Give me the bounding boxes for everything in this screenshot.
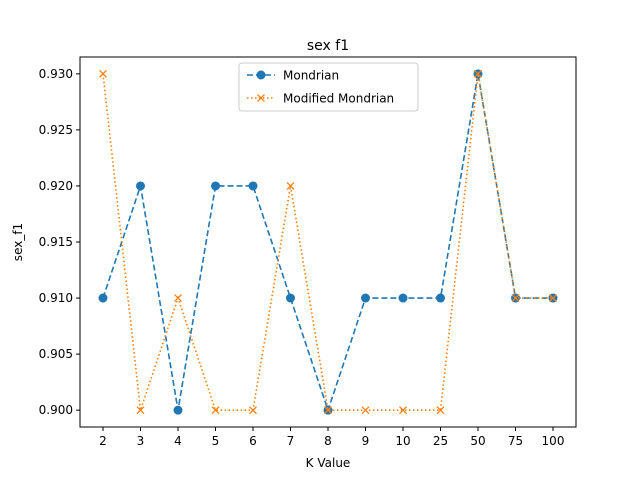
y-axis-label: sex_f1 xyxy=(11,223,25,261)
series-modified-mondrian xyxy=(99,69,557,415)
x-tick-label: 8 xyxy=(324,434,332,448)
x-tick-label: 7 xyxy=(287,434,295,448)
data-point xyxy=(436,406,445,415)
data-point xyxy=(324,406,332,415)
x-tick-label: 50 xyxy=(470,434,485,448)
data-point xyxy=(436,293,445,303)
data-point xyxy=(286,293,295,303)
y-tick-label: 0.905 xyxy=(39,347,73,361)
x-tick-label: 6 xyxy=(249,434,257,448)
x-tick-label: 2 xyxy=(99,434,107,448)
x-tick-label: 75 xyxy=(508,434,523,448)
y-tick-label: 0.925 xyxy=(39,123,73,137)
data-point xyxy=(361,293,370,303)
x-tick-label: 25 xyxy=(433,434,448,448)
y-tick-label: 0.915 xyxy=(39,235,73,249)
x-axis-label: K Value xyxy=(306,456,351,470)
data-point xyxy=(286,181,295,190)
data-point xyxy=(98,293,108,303)
y-tick-label: 0.900 xyxy=(39,403,73,417)
data-point xyxy=(549,294,557,303)
x-tick-label: 4 xyxy=(174,434,182,448)
data-point xyxy=(398,293,408,303)
data-point xyxy=(399,406,407,415)
y-tick-label: 0.920 xyxy=(39,179,73,193)
plot-frame xyxy=(79,56,577,428)
y-tick-label: 0.910 xyxy=(39,291,73,305)
data-point xyxy=(511,294,520,303)
chart-title: sex f1 xyxy=(307,38,349,54)
data-point xyxy=(249,406,257,415)
data-point xyxy=(248,181,258,191)
legend-marker xyxy=(257,94,265,102)
data-point xyxy=(211,406,220,415)
legend-marker xyxy=(256,70,266,80)
data-point xyxy=(99,69,107,78)
data-point xyxy=(211,181,220,191)
x-tick-label: 100 xyxy=(542,434,565,448)
y-tick-label: 0.930 xyxy=(39,67,73,81)
legend-label: Modified Mondrian xyxy=(283,92,394,106)
x-tick-label: 3 xyxy=(137,434,145,448)
legend-box xyxy=(238,62,419,112)
data-point xyxy=(136,181,145,191)
legend-label: Mondrian xyxy=(283,69,339,83)
x-tick-label: 9 xyxy=(362,434,370,448)
data-point xyxy=(361,406,370,415)
data-point xyxy=(474,69,482,78)
x-tick-label: 10 xyxy=(395,434,410,448)
data-point xyxy=(174,294,182,303)
data-point xyxy=(136,406,145,415)
data-point xyxy=(173,405,183,415)
legend: Mondrian Modified Mondrian xyxy=(238,62,419,112)
x-tick-label: 5 xyxy=(212,434,220,448)
